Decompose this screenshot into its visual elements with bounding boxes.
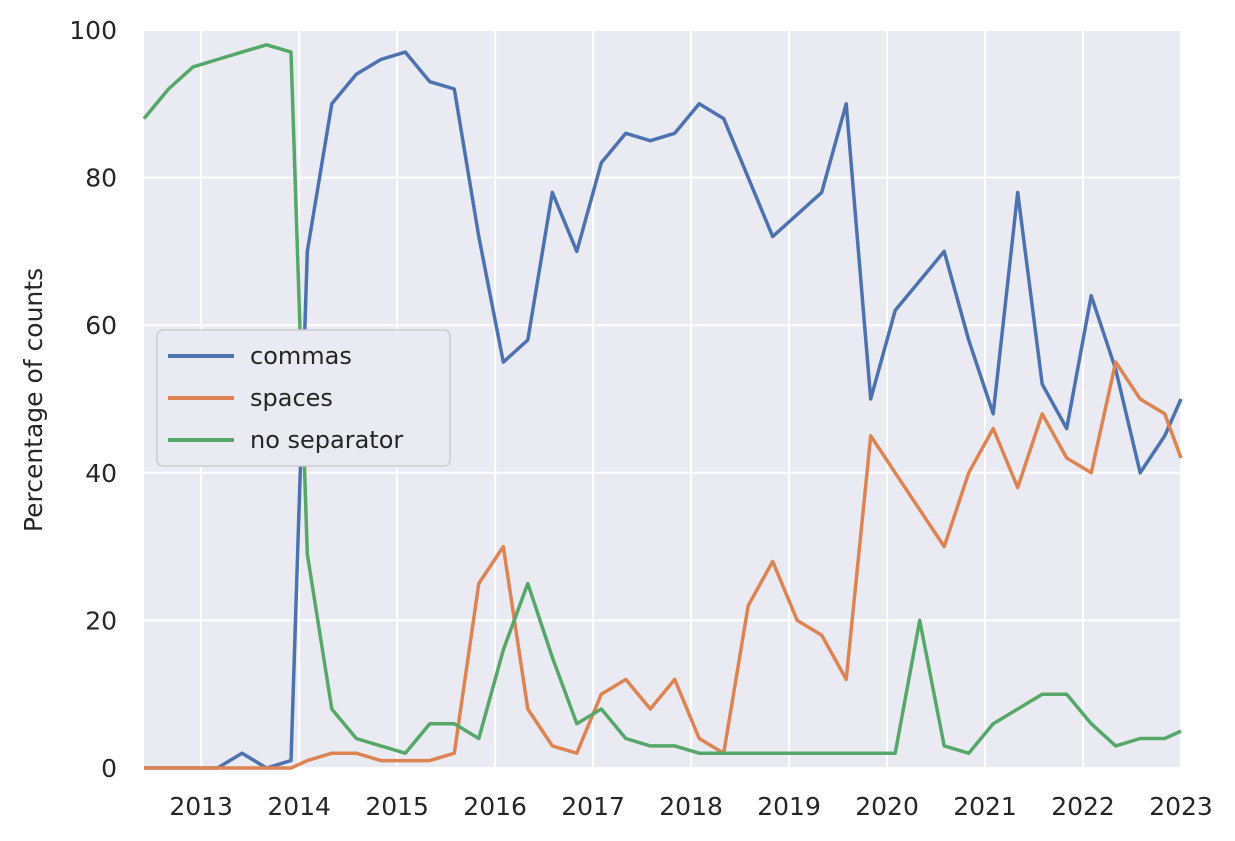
y-axis-title: Percentage of counts (19, 268, 48, 532)
series-line-1 (144, 360, 1183, 770)
x-tick-label: 2013 (169, 792, 233, 821)
legend: commas spaces no separator (156, 329, 451, 467)
y-tick-label: 100 (69, 16, 117, 45)
x-tick-label: 2023 (1149, 792, 1213, 821)
x-tick-label: 2016 (463, 792, 527, 821)
x-tick-label: 2019 (757, 792, 821, 821)
legend-label: no separator (250, 426, 403, 454)
y-tick-label: 60 (85, 311, 117, 340)
x-tick-label: 2022 (1051, 792, 1115, 821)
y-tick-label: 20 (85, 606, 117, 635)
y-tick-label: 40 (85, 459, 117, 488)
x-tick-label: 2015 (365, 792, 429, 821)
legend-box (156, 329, 451, 467)
x-tick-label: 2018 (659, 792, 723, 821)
x-tick-label: 2014 (267, 792, 331, 821)
y-tick-label: 80 (85, 164, 117, 193)
y-tick-labels: 0 20 40 60 80 100 (69, 16, 117, 783)
x-tick-label: 2017 (561, 792, 625, 821)
legend-label: commas (250, 342, 352, 370)
y-tick-label: 0 (101, 754, 117, 783)
series-line-0 (144, 50, 1183, 770)
legend-label: spaces (250, 384, 333, 412)
x-tick-labels: 2013 2014 2015 2016 2017 2018 2019 2020 2021 2022… (169, 792, 1212, 821)
series-lines (142, 43, 1183, 770)
x-tick-label: 2021 (953, 792, 1017, 821)
x-tick-label: 2020 (855, 792, 919, 821)
series-line-2 (142, 43, 1182, 755)
